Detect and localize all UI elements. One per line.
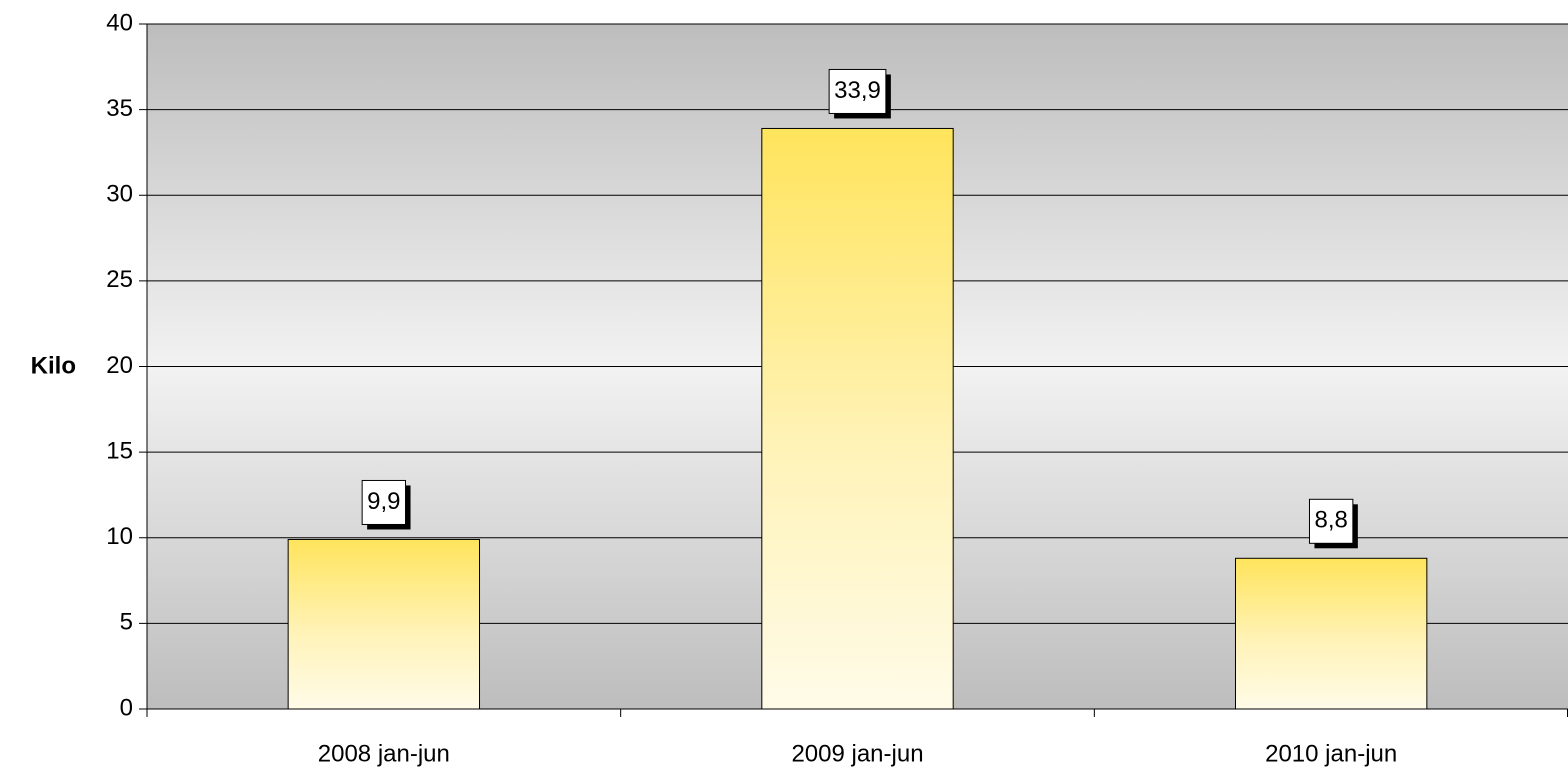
value-label: 33,9 — [834, 77, 881, 104]
y-tick-label: 30 — [106, 181, 133, 208]
y-tick-label: 20 — [106, 352, 133, 379]
value-label-box — [361, 479, 407, 525]
y-axis-label: Kilo — [31, 352, 76, 379]
value-label: 9,9 — [367, 488, 400, 515]
y-tick-label: 15 — [106, 437, 133, 464]
value-label: 8,8 — [1314, 507, 1347, 534]
bar — [761, 127, 954, 710]
y-tick-label: 25 — [106, 266, 133, 293]
value-label-box — [1308, 498, 1354, 544]
y-tick-label: 35 — [106, 95, 133, 122]
value-label-box — [828, 68, 887, 114]
y-tick-label: 5 — [120, 609, 133, 636]
x-tick-label: 2008 jan-jun — [318, 740, 450, 767]
x-tick-label: 2009 jan-jun — [791, 740, 923, 767]
bar — [287, 538, 481, 710]
y-tick-label: 40 — [106, 9, 133, 36]
bar — [1234, 557, 1428, 710]
x-tick-label: 2010 jan-jun — [1265, 740, 1397, 767]
y-tick-label: 0 — [120, 694, 133, 721]
y-tick-label: 10 — [106, 523, 133, 550]
